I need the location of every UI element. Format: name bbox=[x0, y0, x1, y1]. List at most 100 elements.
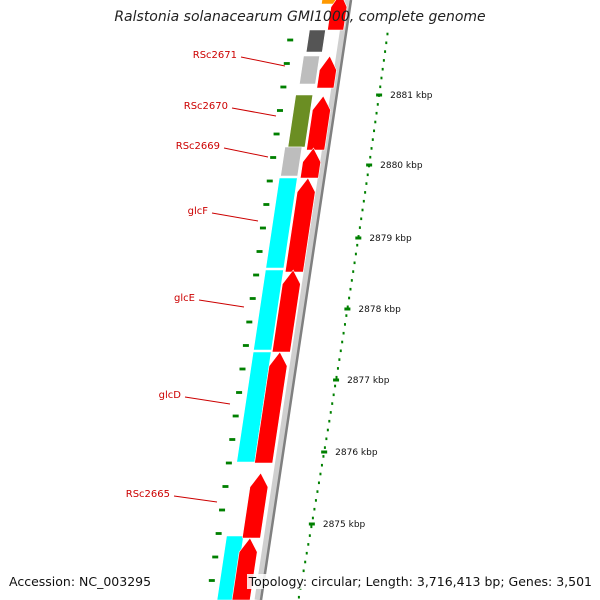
cds-arrow-rsc2671 bbox=[316, 55, 337, 89]
ruler-minor-tick bbox=[366, 173, 369, 177]
cds-arrow-glce bbox=[271, 269, 301, 353]
ruler-minor-tick bbox=[317, 481, 320, 485]
ruler-major-tick bbox=[308, 522, 315, 526]
ruler-minor-tick bbox=[381, 67, 384, 71]
gene-labels: RSc2671 RSc2670 RSc2669 glcF glcE glcD RSc2665 bbox=[126, 50, 286, 503]
inner-tick bbox=[225, 461, 232, 465]
map-title: Ralstonia solanacearum GMI1000, complete… bbox=[114, 9, 486, 25]
gene-label-rsc2671: RSc2671 bbox=[193, 50, 237, 61]
ruler-label: 2881 kbp bbox=[390, 91, 433, 101]
gene-features bbox=[216, 0, 348, 600]
gene-block-rsc2670 bbox=[287, 94, 314, 148]
ruler-minor-tick bbox=[334, 384, 337, 388]
ruler-minor-tick bbox=[316, 490, 319, 493]
ruler-minor-tick bbox=[380, 76, 383, 80]
inner-tick bbox=[219, 508, 226, 512]
inner-tick bbox=[287, 38, 294, 42]
gene-leader-line bbox=[198, 299, 245, 308]
cds-arrow-glcd bbox=[254, 351, 288, 464]
ruler-major-tick bbox=[344, 307, 351, 311]
inner-tick bbox=[249, 297, 256, 300]
gene-leader-line bbox=[173, 495, 218, 503]
ruler-minor-tick bbox=[346, 305, 349, 309]
ruler-label: 2875 kbp bbox=[323, 520, 366, 530]
gene-block-dark bbox=[305, 29, 326, 53]
inner-tick bbox=[270, 156, 277, 159]
ruler-minor-tick bbox=[326, 428, 329, 432]
ruler-major-tick bbox=[321, 450, 328, 454]
ruler-major-tick bbox=[376, 93, 383, 97]
inner-tick bbox=[259, 226, 266, 230]
cds-arrow-rsc2665 bbox=[241, 472, 269, 539]
ruler-minor-tick bbox=[320, 463, 323, 467]
ruler-minor-tick bbox=[375, 111, 378, 115]
ruler-minor-tick bbox=[365, 182, 368, 185]
inner-tick bbox=[215, 532, 222, 535]
inner-tick bbox=[263, 203, 270, 206]
gene-leader-line bbox=[231, 107, 277, 117]
inner-tick bbox=[276, 109, 283, 112]
ruler-minor-tick bbox=[304, 560, 307, 564]
gene-label-rsc2665: RSc2665 bbox=[126, 489, 170, 500]
ruler-minor-tick bbox=[332, 393, 335, 397]
gene-label-glcf: glcF bbox=[188, 206, 209, 217]
gene-label-rsc2669: RSc2669 bbox=[176, 141, 220, 152]
ruler-major-tick bbox=[355, 236, 362, 240]
gene-leader-line bbox=[240, 56, 286, 67]
inner-tick bbox=[253, 273, 260, 277]
ruler-minor-tick bbox=[341, 340, 344, 344]
ruler-minor-tick bbox=[308, 534, 311, 537]
inner-tick bbox=[256, 250, 263, 253]
ruler-minor-tick bbox=[297, 595, 300, 599]
ruler-label: 2876 kbp bbox=[335, 448, 378, 458]
ruler-minor-tick bbox=[374, 120, 377, 124]
cds-arrow-top bbox=[327, 0, 348, 31]
ruler-minor-tick bbox=[352, 270, 355, 273]
ruler-minor-tick bbox=[382, 59, 385, 62]
ruler-minor-tick bbox=[314, 499, 317, 502]
inner-tick bbox=[222, 485, 229, 488]
gene-block-rsc2669 bbox=[280, 146, 303, 177]
ruler-minor-tick bbox=[311, 516, 314, 520]
inner-tick bbox=[246, 320, 253, 324]
ruler-minor-tick bbox=[325, 437, 328, 441]
inner-tick bbox=[273, 132, 280, 136]
ruler-minor-tick bbox=[370, 147, 373, 150]
gene-leader-line bbox=[211, 212, 259, 222]
ruler-minor-tick bbox=[353, 261, 356, 265]
inner-tick bbox=[212, 555, 219, 559]
ruler-minor-tick bbox=[345, 314, 348, 317]
ruler-minor-tick bbox=[338, 358, 341, 361]
ruler-minor-tick bbox=[364, 191, 367, 194]
ruler-minor-tick bbox=[305, 551, 308, 555]
gene-block-next bbox=[216, 535, 244, 600]
ruler-minor-tick bbox=[373, 129, 376, 133]
genome-stats-text: Topology: circular; Length: 3,716,413 bp… bbox=[246, 574, 594, 589]
ruler-minor-tick bbox=[323, 446, 326, 449]
inner-tick bbox=[229, 438, 236, 441]
ruler-minor-tick bbox=[319, 472, 322, 476]
ruler-minor-tick bbox=[336, 367, 339, 370]
ruler-minor-tick bbox=[342, 331, 345, 335]
ruler-minor-tick bbox=[371, 138, 374, 141]
gene-leader-line bbox=[223, 147, 269, 158]
ruler-minor-tick bbox=[307, 543, 310, 546]
gene-label-glcd: glcD bbox=[159, 390, 182, 401]
ruler-minor-tick bbox=[302, 569, 305, 573]
ruler-minor-tick bbox=[328, 419, 331, 423]
ruler-major-tick bbox=[333, 378, 340, 382]
inner-tick bbox=[232, 414, 239, 418]
ruler-minor-tick bbox=[329, 411, 332, 414]
ruler-minor-tick bbox=[339, 349, 342, 353]
ruler-label: 2879 kbp bbox=[369, 234, 412, 244]
ruler-minor-tick bbox=[331, 402, 334, 405]
ruler-minor-tick bbox=[361, 208, 364, 212]
inner-tick bbox=[266, 179, 273, 183]
ruler-minor-tick bbox=[384, 50, 387, 53]
ruler-minor-tick bbox=[348, 296, 351, 300]
ruler-minor-tick bbox=[335, 375, 338, 379]
ruler-label: 2878 kbp bbox=[358, 305, 401, 315]
inner-tick bbox=[280, 85, 287, 89]
ruler-minor-tick bbox=[376, 103, 379, 106]
ruler-minor-tick bbox=[369, 155, 372, 159]
